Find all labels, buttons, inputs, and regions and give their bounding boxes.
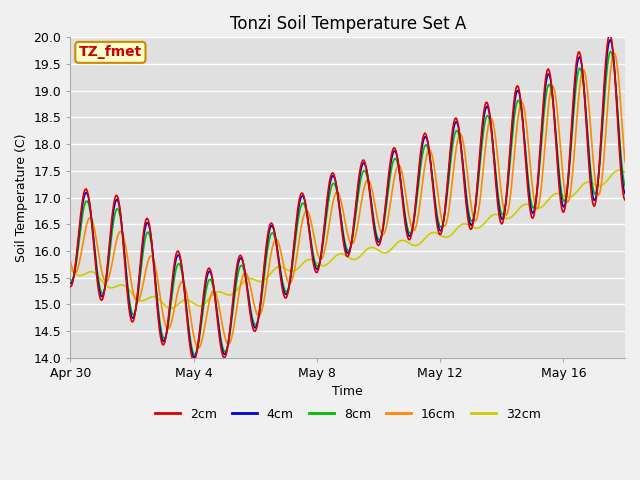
Y-axis label: Soil Temperature (C): Soil Temperature (C) bbox=[15, 133, 28, 262]
X-axis label: Time: Time bbox=[332, 385, 363, 398]
Legend: 2cm, 4cm, 8cm, 16cm, 32cm: 2cm, 4cm, 8cm, 16cm, 32cm bbox=[150, 403, 546, 425]
Text: TZ_fmet: TZ_fmet bbox=[79, 45, 142, 60]
Title: Tonzi Soil Temperature Set A: Tonzi Soil Temperature Set A bbox=[230, 15, 466, 33]
